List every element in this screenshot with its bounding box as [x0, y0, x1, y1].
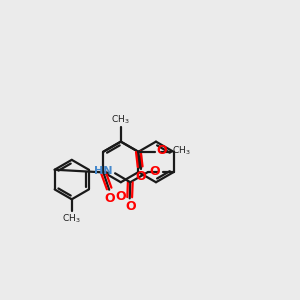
Text: O: O: [125, 200, 136, 213]
Text: HN: HN: [94, 166, 112, 176]
Text: O: O: [104, 192, 115, 205]
Text: CH$_3$: CH$_3$: [112, 114, 130, 126]
Text: O: O: [156, 144, 167, 157]
Text: O: O: [149, 165, 160, 178]
Text: O: O: [116, 190, 126, 203]
Text: CH$_3$: CH$_3$: [62, 212, 81, 225]
Text: O: O: [136, 170, 146, 183]
Text: CH$_3$: CH$_3$: [172, 144, 190, 157]
